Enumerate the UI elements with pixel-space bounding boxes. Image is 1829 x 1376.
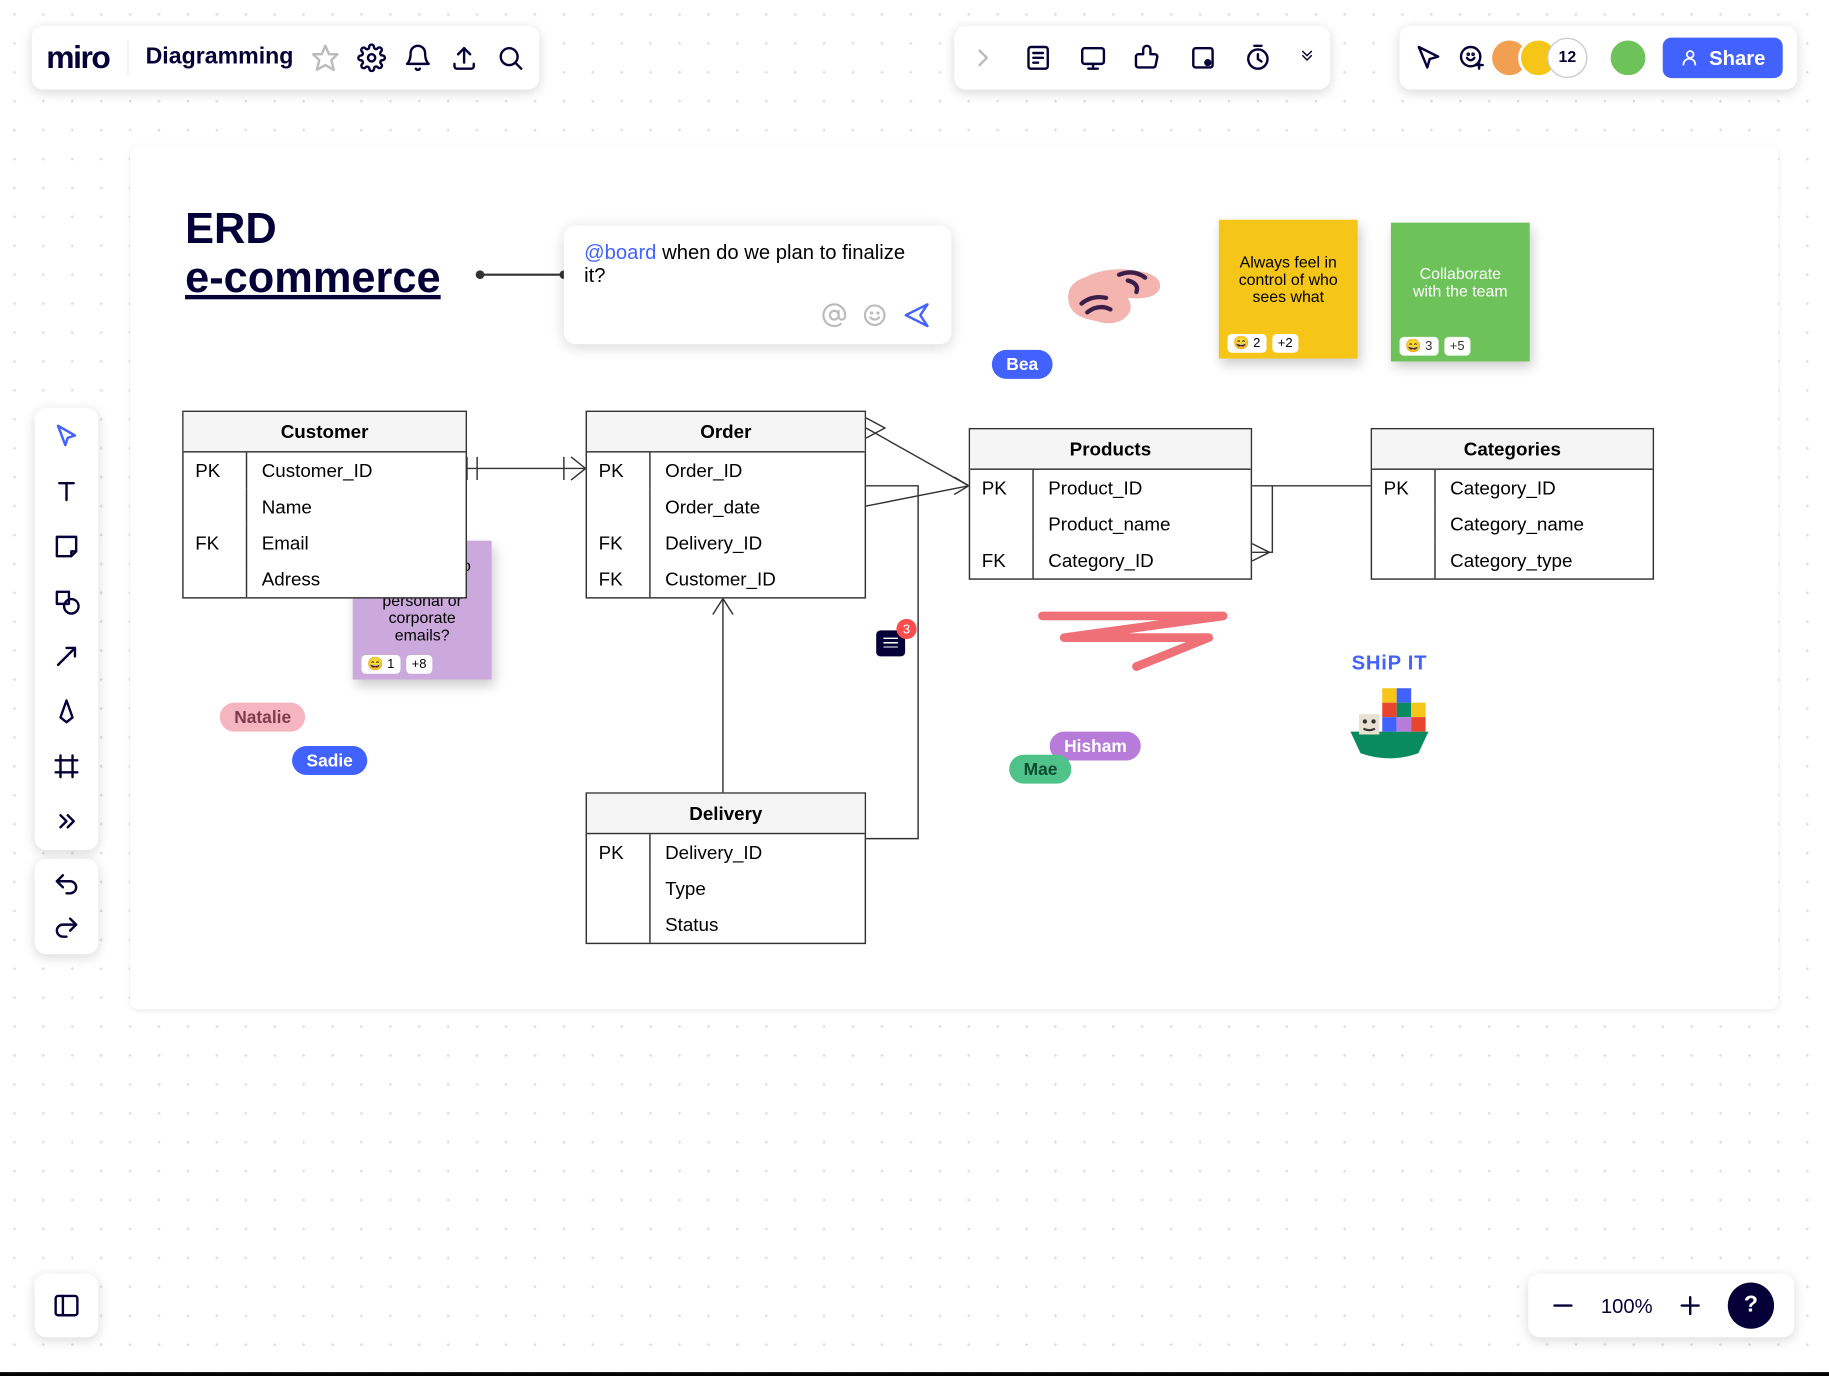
more-icon[interactable] [1298, 43, 1315, 72]
entity-products[interactable]: Products PKProduct_ID Product_name FKCat… [969, 428, 1252, 580]
frame-tool-icon[interactable] [49, 749, 84, 784]
cursor-natalie: Natalie [220, 703, 306, 732]
sticky-reactions[interactable]: 😄 3+5 [1400, 337, 1471, 356]
entity-header: Categories [1372, 429, 1652, 469]
entity-header: Products [970, 429, 1250, 469]
sticky-note-yellow[interactable]: Always feel in control of who sees what … [1219, 220, 1358, 359]
chevron-right-icon[interactable] [969, 43, 998, 72]
note-icon[interactable] [1024, 43, 1053, 72]
undo-redo-bar [35, 859, 99, 954]
zoom-controls: 100% ? [1529, 1274, 1795, 1338]
more-tools-icon[interactable] [49, 804, 84, 839]
board-title[interactable]: Diagramming [146, 45, 294, 71]
timer-icon[interactable] [1243, 43, 1272, 72]
select-tool-icon[interactable] [49, 419, 84, 454]
shipit-sticker[interactable]: SHiP IT [1339, 651, 1440, 768]
panel-icon [52, 1291, 81, 1320]
app-logo[interactable]: miro [46, 39, 109, 77]
comment-thread-badge[interactable]: 3 [876, 630, 905, 656]
entity-header: Order [587, 412, 865, 452]
export-icon[interactable] [450, 43, 479, 72]
share-button[interactable]: Share [1663, 38, 1783, 78]
sticky-note-green[interactable]: Collaborate with the team 😄 3+5 [1391, 223, 1530, 362]
redo-icon[interactable] [52, 914, 81, 943]
zoom-in-icon[interactable] [1676, 1291, 1705, 1320]
star-icon[interactable] [311, 43, 340, 72]
entity-order[interactable]: Order PKOrder_ID Order_date FKDelivery_I… [586, 411, 866, 599]
erd-title-line2: e-commerce [185, 254, 441, 303]
shape-tool-icon[interactable] [49, 584, 84, 619]
settings-icon[interactable] [357, 43, 386, 72]
cursor-mode-icon[interactable] [1414, 43, 1443, 72]
sticky-text: Collaborate with the team [1405, 266, 1515, 301]
frame-export-icon[interactable] [1188, 43, 1217, 72]
cursor-sadie: Sadie [292, 746, 367, 775]
erd-title-line1: ERD [185, 205, 441, 254]
arrow-tool-icon[interactable] [49, 639, 84, 674]
entity-categories[interactable]: Categories PKCategory_ID Category_name C… [1371, 428, 1654, 580]
cursor-mae: Mae [1009, 755, 1072, 784]
hand-pointer-sticker[interactable] [1055, 249, 1171, 343]
bell-icon[interactable] [403, 43, 432, 72]
present-icon[interactable] [1079, 43, 1108, 72]
sticky-text: Always feel in control of who sees what [1233, 254, 1343, 306]
text-tool-icon[interactable] [49, 474, 84, 509]
entity-customer[interactable]: Customer PKCustomer_ID Name FKEmail Adre… [182, 411, 467, 599]
entity-header: Customer [184, 412, 466, 452]
entity-header: Delivery [587, 794, 865, 834]
minimap-toggle[interactable] [35, 1274, 99, 1338]
thumbs-up-icon[interactable] [1134, 43, 1163, 72]
undo-icon[interactable] [52, 870, 81, 899]
user-avatar[interactable] [1608, 38, 1648, 78]
pen-scribble[interactable] [1035, 601, 1237, 673]
emoji-icon[interactable] [862, 302, 888, 328]
mention-icon[interactable] [821, 302, 847, 328]
sticky-reactions[interactable]: 😄 2+2 [1228, 334, 1299, 353]
left-toolbar [35, 408, 99, 850]
comment-composer[interactable]: @board when do we plan to finalize it? [564, 226, 951, 345]
cursor-bea: Bea [992, 350, 1053, 379]
send-icon[interactable] [902, 301, 931, 330]
collaborator-avatars[interactable]: 12 [1501, 38, 1588, 78]
pen-tool-icon[interactable] [49, 694, 84, 729]
entity-delivery[interactable]: Delivery PKDelivery_ID Type Status [586, 792, 866, 944]
zoom-out-icon[interactable] [1549, 1291, 1578, 1320]
sticky-reactions[interactable]: 😄 1+8 [361, 655, 432, 674]
comment-text: @board when do we plan to finalize it? [584, 240, 931, 286]
search-icon[interactable] [496, 43, 525, 72]
sticky-tool-icon[interactable] [49, 529, 84, 564]
zoom-level[interactable]: 100% [1601, 1294, 1653, 1317]
reactions-icon[interactable] [1458, 43, 1487, 72]
help-button[interactable]: ? [1728, 1282, 1774, 1328]
